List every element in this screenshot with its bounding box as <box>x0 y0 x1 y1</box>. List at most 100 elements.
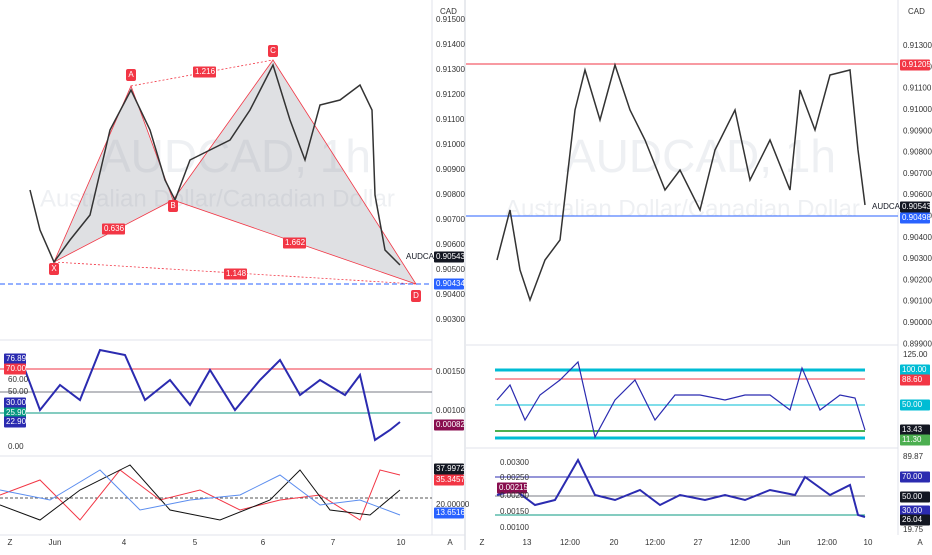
pattern-point-label: B <box>170 201 175 210</box>
osc-value-tag: 50.00 <box>900 491 930 503</box>
last-price-tag-text: 0.90543 <box>436 252 465 261</box>
price-tick-label: 0.90700 <box>903 169 932 178</box>
osc-value-tag-bg <box>434 463 464 475</box>
osc-value-tag-bg <box>900 364 930 376</box>
price-tick-label: 0.90900 <box>903 126 932 135</box>
corner-label: A <box>447 538 453 547</box>
time-label: 10 <box>864 538 873 547</box>
pattern-point: C <box>268 45 278 57</box>
time-label: 4 <box>122 538 127 547</box>
osc-value-tag: 30.00 <box>900 505 930 517</box>
osc-value-tag-text: 88.60 <box>902 375 923 384</box>
osc-value-tag-text: 0.00082 <box>436 420 465 429</box>
ratio-label: 1.662 <box>283 237 306 249</box>
time-label: 5 <box>193 538 198 547</box>
line-price-tag-bg <box>434 278 464 290</box>
ratio-label-text: 1.148 <box>226 269 247 278</box>
osc-value-tag-text: 35.34578 <box>436 475 470 484</box>
osc-value-tag-bg <box>900 399 930 411</box>
osc-axis-label: 0.00 <box>8 442 24 451</box>
osc-value-tag-text: 30.00 <box>902 506 923 515</box>
osc2-line <box>0 469 401 516</box>
corner-label: Z <box>8 538 13 547</box>
ratio-label-text: 0.636 <box>104 224 125 233</box>
ratio-label-text: 1.662 <box>285 238 306 247</box>
osc-value-tag-text: 11.30 <box>902 435 922 444</box>
pattern-point-label: A <box>128 70 134 79</box>
corner-label: A <box>917 538 923 547</box>
price-tick-label: 0.89900 <box>903 339 932 348</box>
osc2-line <box>496 457 866 518</box>
time-label: 12:00 <box>560 538 581 547</box>
osc-value-tag: 35.34578 <box>434 474 470 486</box>
osc-value-tag-bg <box>434 419 464 431</box>
pattern-point-bg <box>168 200 178 212</box>
osc-value-tag: 26.04 <box>900 514 930 526</box>
pattern-point-bg <box>268 45 278 57</box>
osc-axis-label: 19.75 <box>903 525 924 534</box>
price-tick-label: 0.90600 <box>436 240 465 249</box>
osc-value-tag: 0.00082 <box>434 419 465 431</box>
time-label: 6 <box>261 538 266 547</box>
watermark-sub: Australian Dollar/Canadian Dollar <box>40 185 395 212</box>
time-label: 12:00 <box>730 538 751 547</box>
price-tick-label: 0.91400 <box>436 40 465 49</box>
pattern-point-bg <box>49 263 59 275</box>
watermark-sub: Australian Dollar/Canadian Dollar <box>505 195 860 222</box>
price-line <box>29 63 401 266</box>
osc-value-tag: 100.00 <box>900 364 930 376</box>
osc-value-tag-text: 70.00 <box>902 472 923 481</box>
ratio-label-bg <box>283 237 306 249</box>
last-price-tag-bg <box>434 251 464 263</box>
osc-value-tag-text: 50.00 <box>902 400 923 409</box>
pattern-xab <box>53 84 174 263</box>
pattern-bcd <box>172 59 417 285</box>
symbol-tag: AUDCAD <box>870 201 906 213</box>
osc-value-tag-text: 13.65163 <box>436 508 470 517</box>
support-tag-bg <box>900 212 930 224</box>
price-tick-label: 0.91300 <box>903 41 932 50</box>
osc-axis-label: 0.00100 <box>436 406 465 415</box>
osc-axis-tag: 30.00 <box>4 397 27 409</box>
osc-line <box>24 348 401 442</box>
price-tick-label: 0.90500 <box>436 265 465 274</box>
price-line <box>496 62 866 303</box>
osc-axis-label: 60.00 <box>8 375 29 384</box>
osc-value-tag-text: 100.00 <box>902 365 927 374</box>
osc-value-tag: 0.00215 <box>497 482 528 494</box>
osc-axis-label: 0.00200 <box>500 491 529 500</box>
osc2-line <box>0 469 401 521</box>
ratio-label-text: 1.216 <box>195 67 216 76</box>
price-tick-label: 0.91000 <box>436 140 465 149</box>
pattern-point-bg <box>411 290 421 302</box>
price-tick-label: 0.90200 <box>903 275 932 284</box>
ratio-label-bg <box>193 66 216 78</box>
price-tick-label: 0.90100 <box>903 297 932 306</box>
time-label: 20 <box>610 538 619 547</box>
osc-axis-label: 50.00 <box>8 387 29 396</box>
support-tag: 0.90498 <box>900 212 931 224</box>
price-tick-label: 0.90600 <box>903 190 932 199</box>
price-tick-label: 0.91200 <box>436 90 465 99</box>
osc-value-tag-bg <box>900 471 930 483</box>
price-tick-label: 0.90300 <box>903 254 932 263</box>
symbol-tag-bg <box>404 251 433 263</box>
symbol-tag-bg <box>870 201 898 213</box>
time-label: 12:00 <box>645 538 666 547</box>
ratio-label-bg <box>224 268 247 280</box>
symbol-tag-text: AUDCAD <box>872 202 906 211</box>
pattern-point: X <box>49 263 59 275</box>
osc-value-tag: 13.65163 <box>434 507 470 519</box>
price-tick-label: 0.90800 <box>903 148 932 157</box>
osc-axis-tag-text: 25.90 <box>6 408 27 417</box>
time-label: 10 <box>397 538 406 547</box>
time-label: 7 <box>331 538 336 547</box>
pattern-point-label: D <box>413 291 419 300</box>
time-label: 12:00 <box>817 538 838 547</box>
symbol-tag-text: AUDCAD <box>406 252 440 261</box>
time-label: Jun <box>778 538 791 547</box>
ratio-label: 1.148 <box>224 268 247 280</box>
osc-value-tag-bg <box>434 507 464 519</box>
pattern-point-bg <box>126 69 136 81</box>
